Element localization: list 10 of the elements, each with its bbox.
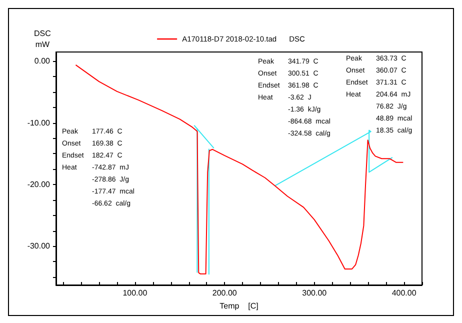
y-tick-label: -30.00: [27, 242, 51, 251]
y-tick-label: 0.00: [34, 56, 51, 66]
y-tick-label: -20.00: [27, 180, 51, 190]
x-tick-label: 300.00: [302, 288, 328, 298]
y-axis-title: DSC mW: [34, 29, 52, 49]
x-tick-label: 400.00: [392, 288, 417, 298]
x-tick-label: 100.00: [122, 288, 148, 298]
x-axis-title: Temp [C]: [220, 301, 258, 310]
y-tick-label: -10.00: [27, 118, 51, 128]
x-tick-label: 200.00: [212, 288, 238, 298]
